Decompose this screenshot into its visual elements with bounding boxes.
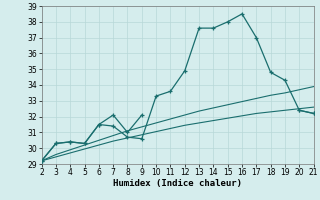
X-axis label: Humidex (Indice chaleur): Humidex (Indice chaleur) <box>113 179 242 188</box>
